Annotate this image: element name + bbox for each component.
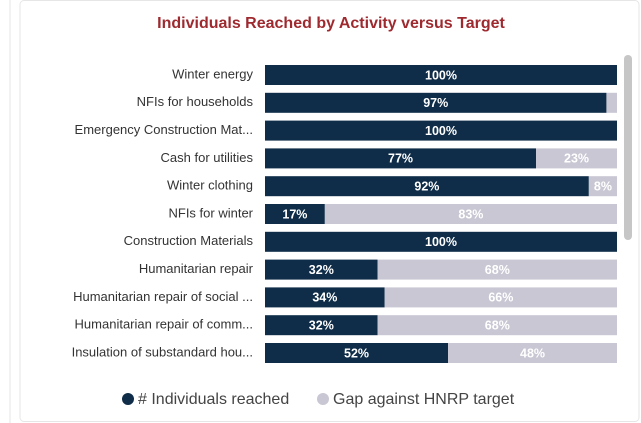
value-label: 48%	[520, 346, 545, 360]
bar-segment	[377, 259, 617, 280]
value-label: 68%	[485, 263, 510, 277]
bar-segment	[265, 92, 607, 113]
value-label: 97%	[423, 96, 448, 110]
bar-segment	[448, 343, 617, 363]
value-label: 100%	[425, 235, 457, 249]
bar-segment	[265, 176, 589, 197]
bar-segment	[265, 231, 617, 252]
bar-segment	[265, 120, 617, 141]
category-label: Cash for utilities	[161, 150, 254, 165]
bar-segment	[265, 148, 537, 169]
value-label: 17%	[282, 207, 307, 221]
category-label: Winter clothing	[167, 178, 253, 193]
chart-title: Individuals Reached by Activity versus T…	[157, 15, 505, 32]
bar-segment	[265, 315, 378, 336]
bar-segment	[384, 287, 617, 308]
bar-segment	[265, 259, 378, 280]
value-label: 100%	[425, 68, 457, 82]
category-label: Winter energy	[172, 66, 253, 81]
category-label: Humanitarian repair	[139, 261, 254, 276]
bar-segment	[588, 176, 617, 197]
value-label: 77%	[388, 152, 413, 166]
category-label: Humanitarian repair of comm...	[75, 317, 253, 332]
category-label: Emergency Construction Mat...	[75, 122, 253, 137]
value-label: 8%	[594, 179, 612, 193]
legend-label: Gap against HNRP target	[333, 391, 515, 408]
value-label: 100%	[425, 124, 457, 138]
category-label: Construction Materials	[124, 233, 254, 248]
category-label: Humanitarian repair of social ...	[73, 289, 253, 304]
category-label: NFIs for households	[137, 94, 254, 109]
value-label: 23%	[564, 152, 589, 166]
bar-segment	[265, 204, 325, 224]
value-label: 92%	[414, 179, 439, 193]
value-label: 34%	[312, 291, 337, 305]
bar-segment	[265, 287, 385, 308]
legend-swatch	[317, 393, 329, 405]
value-label: 52%	[344, 346, 369, 360]
value-label: 66%	[488, 291, 513, 305]
legend-label: # Individuals reached	[138, 391, 289, 408]
bar-segment	[606, 92, 617, 113]
category-label: NFIs for winter	[168, 205, 253, 220]
legend-swatch	[122, 393, 134, 405]
bar-segment	[265, 343, 449, 363]
value-label: 83%	[458, 207, 483, 221]
bar-segment	[536, 148, 617, 169]
bar-segment	[324, 204, 617, 224]
bar-segment	[265, 65, 617, 85]
bar-segment	[377, 315, 617, 336]
value-label: 32%	[309, 263, 334, 277]
value-label: 68%	[485, 318, 510, 332]
scrollbar[interactable]	[624, 55, 632, 240]
category-label: Insulation of substandard hou...	[72, 344, 253, 359]
value-label: 32%	[309, 318, 334, 332]
